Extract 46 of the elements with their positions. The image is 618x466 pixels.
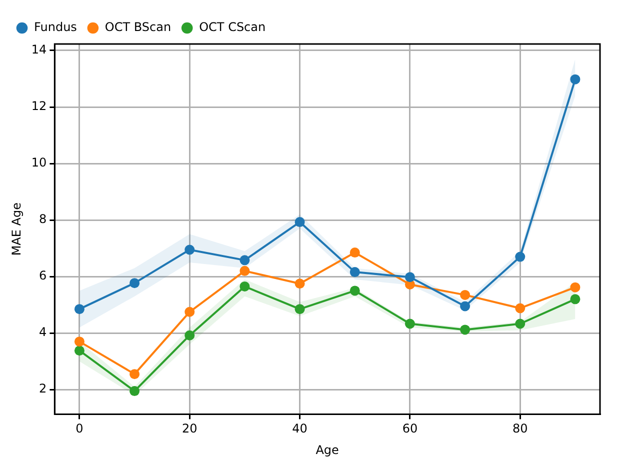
point <box>350 248 360 258</box>
point <box>294 278 305 289</box>
point <box>240 266 250 276</box>
point <box>74 336 84 347</box>
point <box>184 244 195 255</box>
point <box>130 386 140 396</box>
point <box>515 252 526 262</box>
point <box>404 318 415 329</box>
point <box>404 272 415 282</box>
x-tick-label: 40 <box>292 422 308 436</box>
legend-label: OCT BScan <box>104 20 172 34</box>
point <box>74 304 84 314</box>
point <box>294 304 305 314</box>
point <box>130 278 140 288</box>
point <box>350 286 360 296</box>
y-tick-label: 4 <box>39 325 47 340</box>
point <box>240 255 250 266</box>
legend-label: OCT CScan <box>199 20 266 34</box>
point <box>515 303 526 314</box>
point <box>460 301 470 312</box>
x-tick-label: 80 <box>512 422 528 436</box>
y-tick-label: 10 <box>31 156 47 170</box>
point <box>74 346 84 356</box>
point <box>240 281 250 292</box>
point <box>570 74 580 84</box>
point <box>130 369 140 380</box>
point <box>184 306 195 317</box>
y-tick-label: 6 <box>39 268 47 283</box>
point <box>350 267 360 278</box>
y-tick-label: 8 <box>39 212 47 226</box>
x-axis-title: Age <box>316 442 339 457</box>
point <box>294 217 305 228</box>
y-tick-label: 12 <box>31 99 47 114</box>
point <box>184 330 195 340</box>
point <box>570 294 580 304</box>
x-tick-label: 20 <box>182 422 198 436</box>
x-tick-label: 60 <box>402 422 418 436</box>
point <box>460 324 470 335</box>
point <box>515 318 526 329</box>
point <box>570 282 580 292</box>
point <box>460 290 470 300</box>
y-tick-label: 2 <box>39 382 47 396</box>
y-axis-title: MAE Age <box>9 202 24 256</box>
y-tick-label: 14 <box>31 42 47 57</box>
legend-label: Fundus <box>34 20 77 34</box>
x-tick-label: 0 <box>76 422 84 436</box>
